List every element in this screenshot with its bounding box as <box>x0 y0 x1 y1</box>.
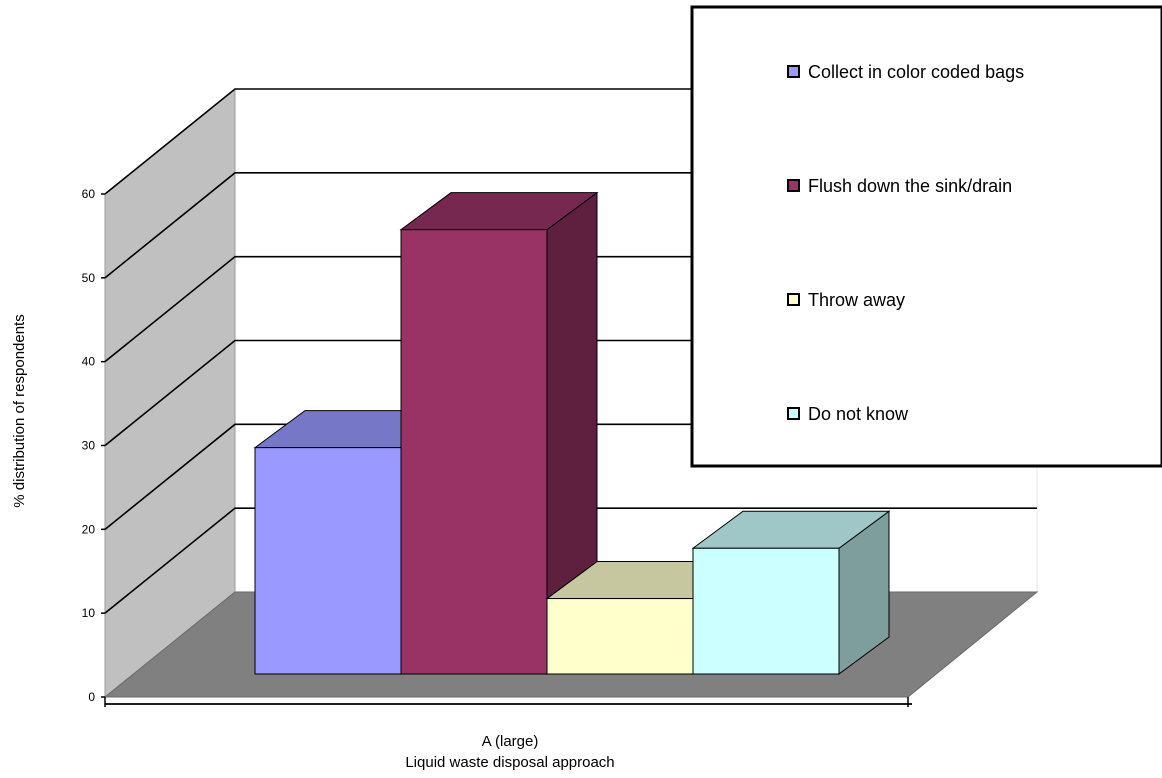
bar-1 <box>399 191 599 675</box>
legend-label: Do not know <box>808 404 909 424</box>
legend-item: Collect in color coded bags <box>787 62 1024 82</box>
bar-front <box>692 547 840 675</box>
legend: Collect in color coded bags Flush down th… <box>690 5 1162 468</box>
x-axis-title: Liquid waste disposal approach <box>405 754 614 771</box>
y-tick-label: 60 <box>82 187 96 201</box>
legend-swatch <box>787 407 800 420</box>
y-tick-label: 50 <box>82 271 96 285</box>
y-tick-labels: 0 10 20 30 40 50 60 <box>82 187 96 704</box>
y-tick-label: 30 <box>82 439 96 453</box>
y-tick-label: 20 <box>82 522 96 536</box>
legend-item: Flush down the sink/drain <box>787 176 1012 196</box>
bar-front <box>400 229 548 675</box>
bars <box>253 191 891 675</box>
x-category-label: A (large) <box>482 733 539 750</box>
bar-front <box>254 447 402 675</box>
y-tick-label: 10 <box>82 606 96 620</box>
bar-3 <box>691 510 891 675</box>
legend-label: Flush down the sink/drain <box>808 176 1012 196</box>
legend-label: Collect in color coded bags <box>808 62 1024 82</box>
legend-item: Do not know <box>787 404 909 424</box>
legend-swatch <box>787 179 800 192</box>
gridline <box>104 507 1037 614</box>
legend-swatch <box>787 293 800 306</box>
legend-item: Throw away <box>787 290 905 310</box>
y-axis-title: % distribution of respondents <box>11 314 28 507</box>
y-tick-label: 40 <box>82 355 96 369</box>
legend-box <box>690 5 1162 468</box>
bar-front <box>546 598 694 675</box>
y-tick-label: 0 <box>88 690 95 704</box>
legend-swatch <box>787 65 800 78</box>
legend-label: Throw away <box>808 290 905 310</box>
